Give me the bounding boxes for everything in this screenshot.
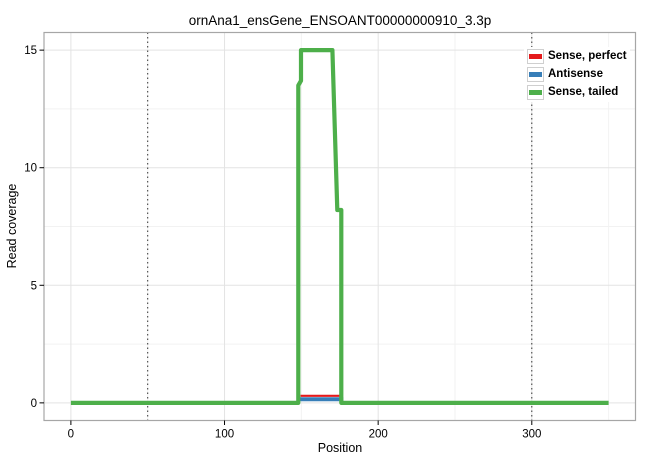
legend-key [527,49,544,64]
x-tick-label: 200 [369,429,388,441]
x-tick-label: 0 [68,429,74,441]
y-tick-label: 0 [31,398,37,410]
legend-key [527,85,544,100]
legend-key-line [529,54,542,59]
y-tick-label: 15 [24,45,37,57]
x-tick-label: 100 [215,429,234,441]
legend-key [527,67,544,82]
legend-label: Sense, tailed [548,86,619,98]
legend-item-sense-perfect: Sense, perfect [527,49,627,64]
legend-key-line [529,90,542,95]
y-axis-label: Read coverage [5,183,19,269]
x-tick-label: 300 [522,429,541,441]
legend: Sense, perfect Antisense Sense, tailed [524,47,630,102]
x-axis-label: Position [317,441,363,455]
legend-label: Sense, perfect [548,50,627,62]
series-line-sense-tailed [70,48,609,405]
chart-title: ornAna1_ensGene_ENSOANT00000000910_3.3p [188,13,492,28]
legend-item-antisense: Antisense [527,67,627,82]
y-tick-label: 10 [24,163,37,175]
legend-label: Antisense [548,68,603,80]
legend-item-sense-tailed: Sense, tailed [527,85,627,100]
y-tick-label: 5 [31,280,37,292]
panel-border [43,31,637,422]
legend-key-line [529,72,542,77]
